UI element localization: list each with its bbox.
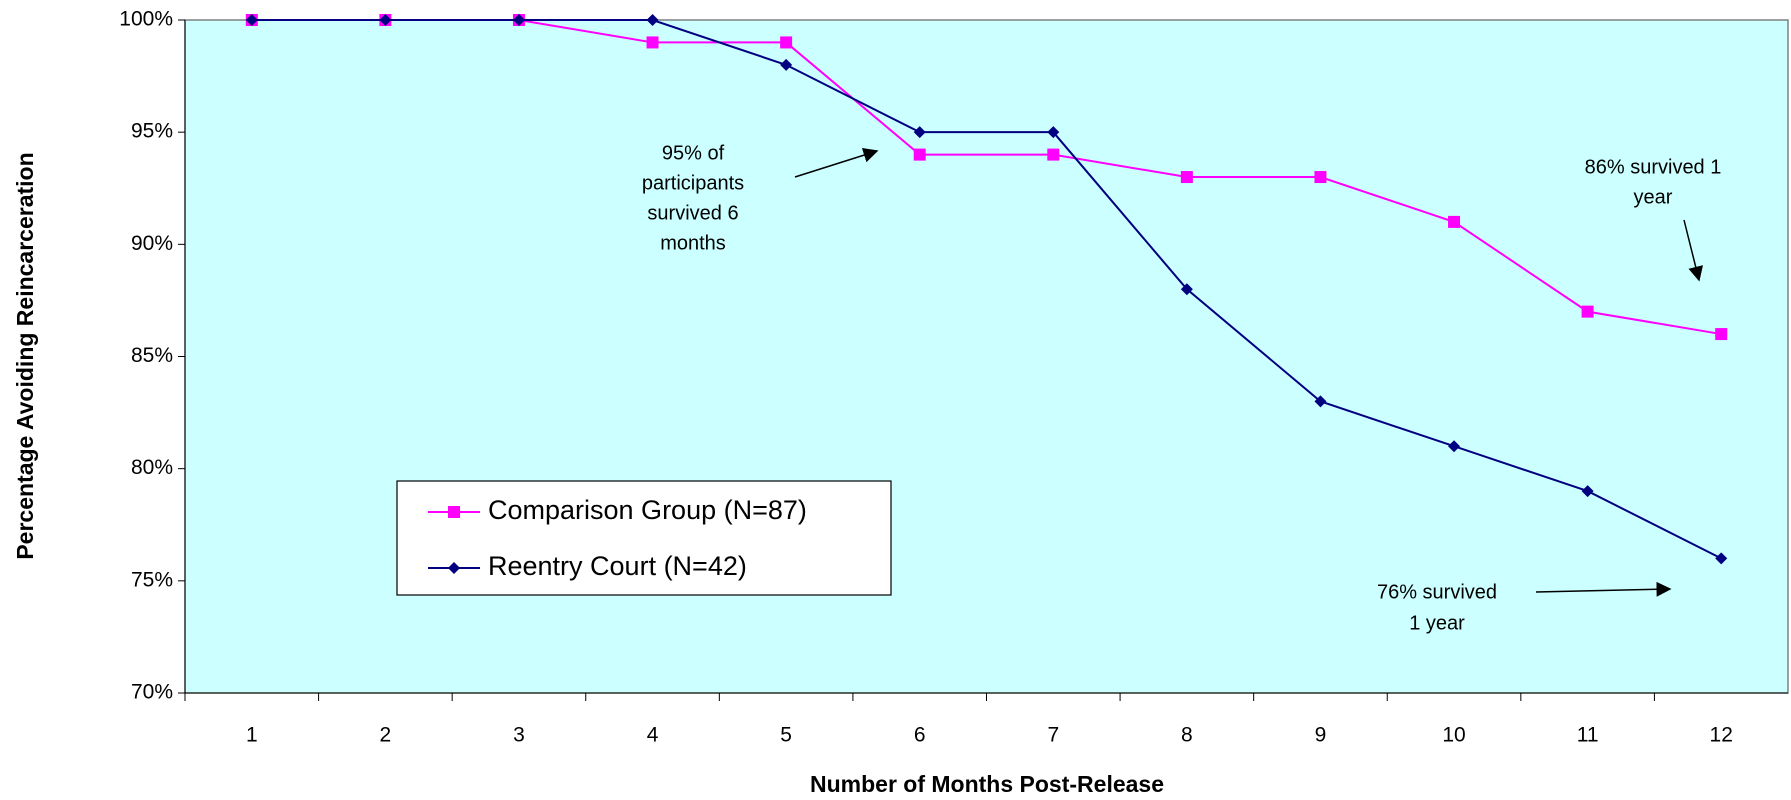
marker: [1715, 552, 1728, 565]
annotation: 76% survived: [1377, 581, 1497, 603]
marker: [1448, 215, 1461, 228]
marker: [1314, 171, 1327, 184]
marker: [646, 14, 659, 26]
marker: [780, 58, 793, 71]
marker: [1180, 171, 1193, 184]
annotation: months: [660, 232, 726, 254]
annotation: 1 year: [1409, 612, 1465, 634]
legend-label: Reentry Court (N=42): [488, 551, 747, 581]
annotation: year: [1634, 186, 1673, 208]
x-tick-label: 11: [1577, 724, 1599, 747]
marker: [646, 36, 659, 49]
marker: [913, 148, 926, 161]
marker: [1047, 148, 1060, 161]
marker: [1581, 485, 1594, 498]
legend-box: [396, 480, 892, 596]
x-axis-title: Number of Months Post-Release: [810, 771, 1164, 797]
marker: [1047, 126, 1060, 139]
y-tick-label: 70%: [131, 681, 173, 704]
annotation-arrow: [1683, 219, 1704, 282]
y-tick-label: 95%: [131, 120, 173, 143]
x-tick-label: 8: [1181, 724, 1193, 747]
x-tick-label: 10: [1442, 724, 1465, 747]
y-tick-label: 75%: [131, 568, 173, 591]
x-tick-label: 5: [780, 724, 792, 747]
marker: [1448, 440, 1461, 453]
legend-label: Comparison Group (N=87): [488, 495, 807, 525]
y-tick-label: 100%: [119, 8, 173, 31]
marker: [448, 562, 460, 574]
y-axis-title: Percentage Avoiding Reincarceration: [12, 152, 38, 559]
marker: [245, 14, 258, 26]
marker: [379, 14, 392, 26]
annotation-arrow: [1535, 581, 1672, 597]
x-tick-label: 6: [914, 724, 926, 747]
x-tick-label: 12: [1710, 724, 1733, 747]
marker: [913, 126, 926, 139]
y-tick-label: 80%: [131, 456, 173, 479]
x-tick-label: 1: [246, 724, 258, 747]
y-tick-label: 85%: [131, 344, 173, 367]
x-tick-label: 4: [647, 724, 659, 747]
y-tick-label: 90%: [131, 232, 173, 255]
annotation: 95% of: [662, 142, 725, 164]
marker: [448, 506, 460, 518]
marker: [512, 14, 525, 26]
series-line: [251, 19, 1722, 560]
x-tick-label: 7: [1047, 724, 1059, 747]
x-tick-label: 2: [380, 724, 392, 747]
x-tick-label: 3: [513, 724, 525, 747]
annotation-arrow: [794, 147, 879, 178]
marker: [1314, 395, 1327, 408]
marker: [1715, 328, 1728, 341]
marker: [780, 36, 793, 49]
annotation: 86% survived 1: [1585, 156, 1722, 178]
annotation: survived 6: [647, 202, 738, 224]
x-tick-label: 9: [1315, 724, 1327, 747]
annotation: participants: [642, 172, 744, 194]
marker: [1581, 305, 1594, 318]
marker: [1180, 283, 1193, 296]
